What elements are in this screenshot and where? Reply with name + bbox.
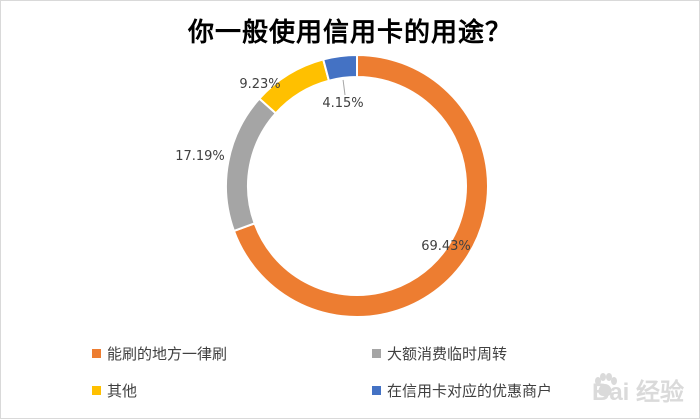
leader-line [342, 79, 346, 96]
donut-slice [322, 53, 358, 82]
legend-swatch [372, 386, 381, 395]
legend-item: 大额消费临时周转 [372, 343, 507, 364]
data-label: 17.19% [175, 149, 225, 164]
legend-label: 其他 [107, 382, 138, 400]
baidu-watermark: Bai 经验 [592, 372, 684, 407]
donut-slice [232, 53, 489, 318]
legend-label: 在信用卡对应的优惠商户 [387, 382, 553, 400]
legend-label: 能刷的地方一律刷 [107, 345, 228, 363]
legend-swatch [372, 349, 381, 358]
legend-item: 在信用卡对应的优惠商户 [372, 380, 552, 401]
donut-slice [225, 97, 278, 233]
legend-swatch [92, 386, 101, 395]
data-label: 4.15% [322, 96, 363, 111]
data-label: 69.43% [421, 239, 471, 254]
paw-icon [594, 373, 617, 397]
legend-swatch [92, 349, 101, 358]
data-label: 9.23% [239, 77, 280, 92]
legend-item: 其他 [92, 380, 137, 401]
chart-title: 你一般使用信用卡的用途？ [187, 18, 512, 48]
legend-item: 能刷的地方一律刷 [92, 343, 227, 364]
legend-label: 大额消费临时周转 [387, 345, 508, 363]
